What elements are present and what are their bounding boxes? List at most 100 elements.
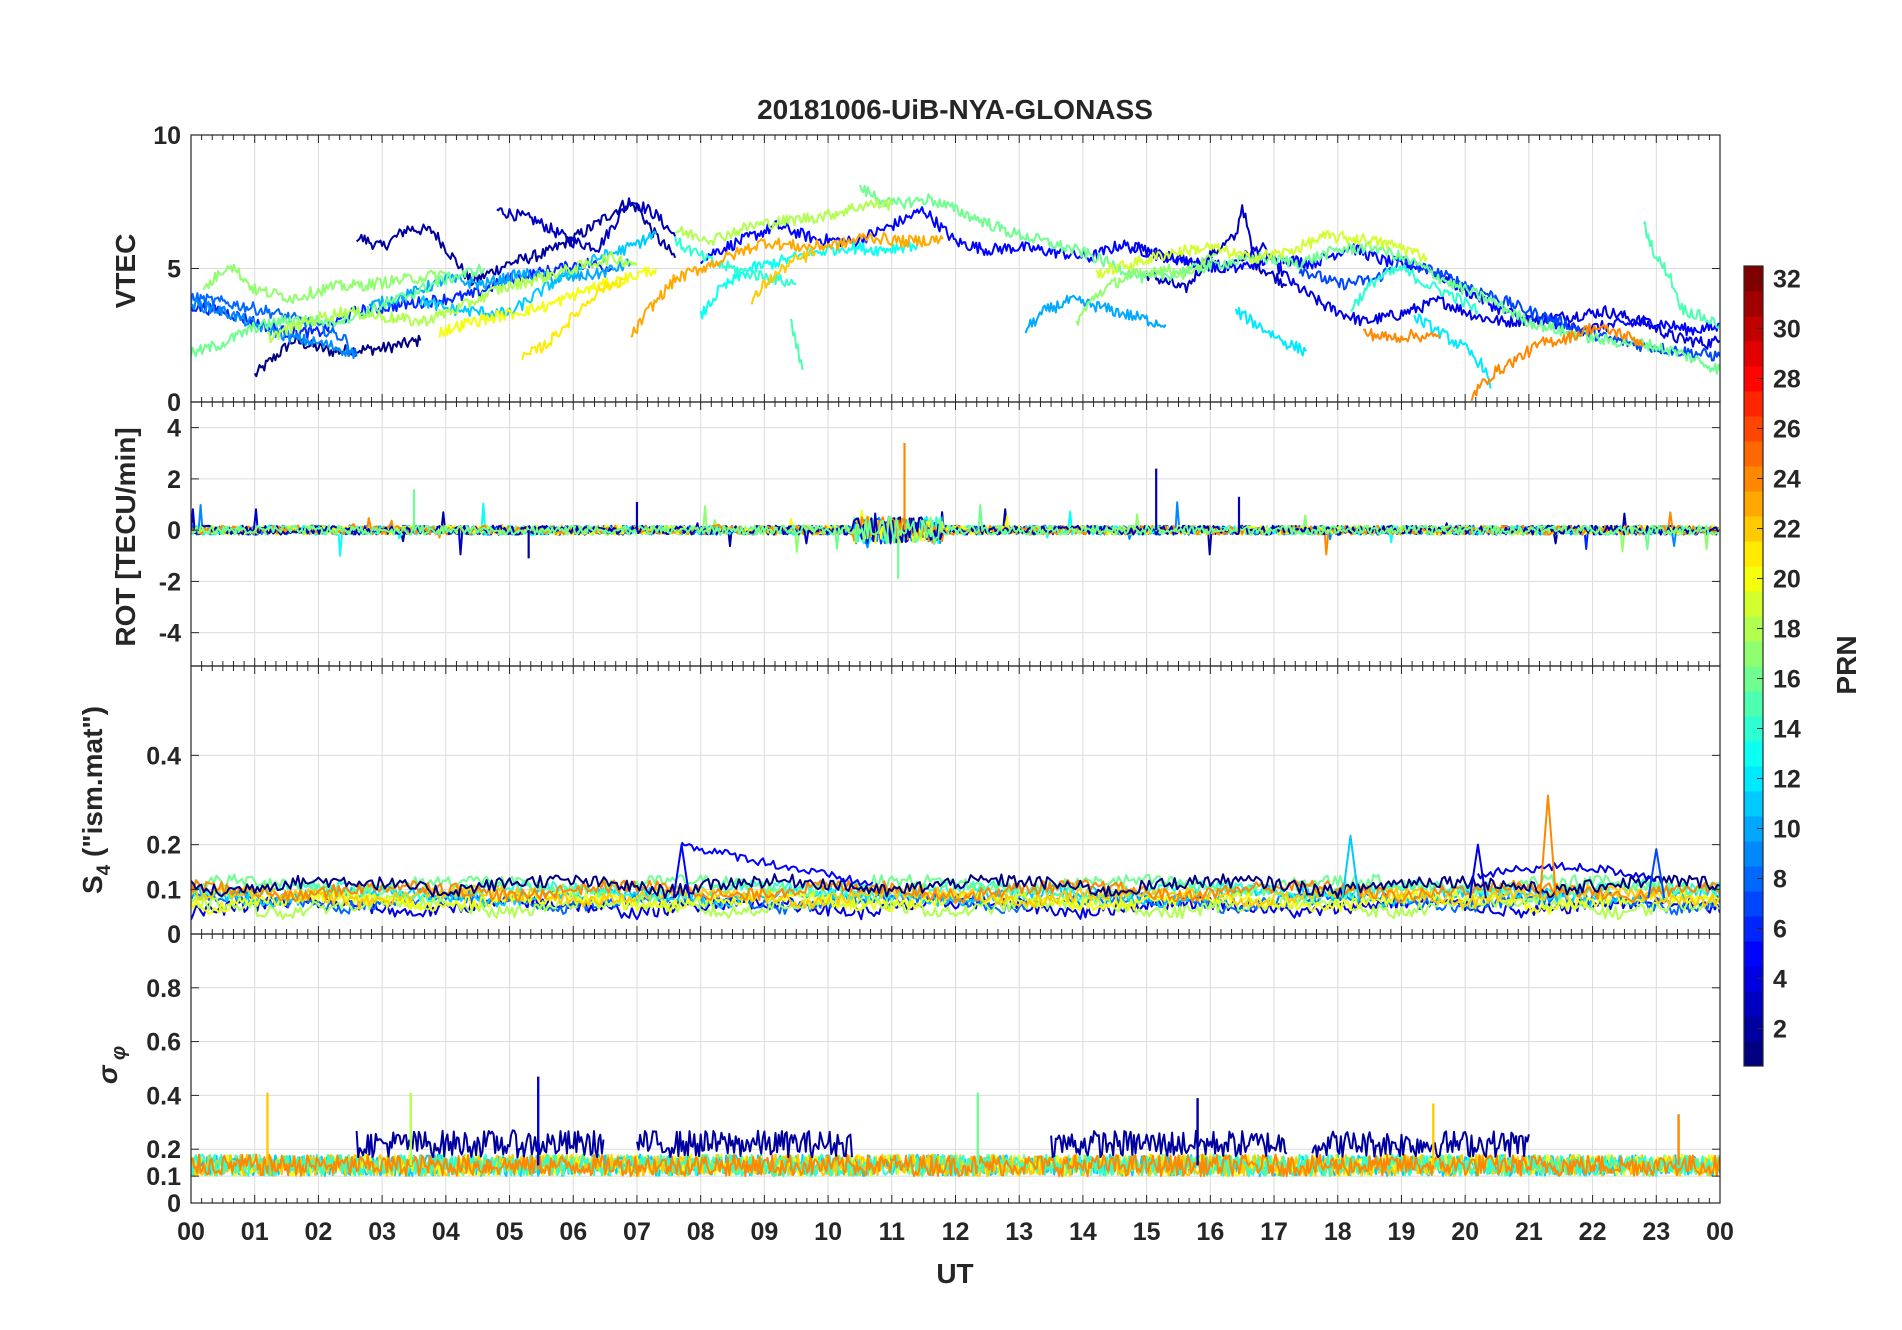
chart-title: 20181006-UiB-NYA-GLONASS xyxy=(757,94,1153,125)
x-tick-label: 01 xyxy=(241,1218,269,1246)
series-group-rot xyxy=(191,443,1720,579)
colorbar-tick-label: 28 xyxy=(1773,366,1801,394)
colorbar-segment xyxy=(1744,441,1763,467)
x-tick-label: 21 xyxy=(1515,1218,1543,1246)
x-tick-label: 20 xyxy=(1451,1218,1479,1246)
vtec-series-prn-24 xyxy=(1470,322,1645,402)
x-tick-label: 23 xyxy=(1642,1218,1670,1246)
vtec-series-prn-3 xyxy=(1145,204,1288,294)
x-tick-label: 09 xyxy=(750,1218,778,1246)
x-tick-label: 19 xyxy=(1388,1218,1416,1246)
x-tick-label: 02 xyxy=(305,1218,333,1246)
vtec-series-prn-9 xyxy=(191,297,357,359)
colorbar-label: PRN xyxy=(1831,635,1862,694)
s4-series-prn-4 xyxy=(1477,861,1657,882)
s4-y-axis-label: S4 ("ism.mat") xyxy=(77,706,115,894)
sigma-phi-series-prn-2 xyxy=(636,1129,853,1159)
x-tick-label: 10 xyxy=(814,1218,842,1246)
y-tick-label: 0.2 xyxy=(146,1136,181,1164)
y-tick-label: -4 xyxy=(159,620,181,648)
vtec-series-prn-1 xyxy=(253,334,422,378)
s4-series-prn-1 xyxy=(191,873,1720,899)
colorbar-tick-label: 22 xyxy=(1773,516,1801,544)
y-tick-label: 0.6 xyxy=(146,1029,181,1057)
x-tick-label: 08 xyxy=(687,1218,715,1246)
s4-series-prn-14 xyxy=(191,878,1720,904)
vtec-series-prn-19 xyxy=(1095,230,1428,279)
colorbar-segment xyxy=(1744,291,1763,317)
vtec-series-prn-14 xyxy=(1350,264,1479,315)
y-tick-label: 0 xyxy=(167,389,181,417)
colorbar-segment xyxy=(1744,916,1763,942)
s4-peak xyxy=(1341,834,1360,899)
colorbar-tick-label: 10 xyxy=(1773,816,1801,844)
series-group-sigma_phi xyxy=(191,1076,1720,1178)
axes-vtec: 0 5 10 xyxy=(153,122,1721,417)
colorbar-tick-label: 32 xyxy=(1773,266,1801,294)
sigma-phi-y-axis-label: σ φ xyxy=(92,1046,130,1084)
vtec-series-prn-2 xyxy=(356,199,677,287)
vtec-series-prn-10 xyxy=(368,258,632,310)
colorbar-segment xyxy=(1744,1016,1763,1042)
vtec-series-prn-22 xyxy=(750,248,817,305)
series-group-vtec xyxy=(191,184,1720,402)
colorbar-tick-label: 14 xyxy=(1773,716,1801,744)
x-tick-label: 05 xyxy=(496,1218,524,1246)
colorbar-segment xyxy=(1744,366,1763,392)
colorbar-segment xyxy=(1744,766,1763,792)
vtec-series-prn-15 xyxy=(789,318,804,371)
colorbar-segment xyxy=(1744,516,1763,542)
colorbar-segment xyxy=(1744,1041,1763,1067)
colorbar-segment xyxy=(1744,416,1763,442)
vtec-series-prn-11 xyxy=(419,230,657,319)
rot-y-axis-label: ROT [TECU/min] xyxy=(110,427,141,646)
axes-s4: 0 0.1 0.2 0.4 xyxy=(146,665,1721,949)
colorbar-tick-label: 20 xyxy=(1773,566,1801,594)
vtec-series-prn-12 xyxy=(1413,313,1492,389)
colorbar-segment xyxy=(1744,566,1763,592)
x-tick-label: 18 xyxy=(1324,1218,1352,1246)
s4-peak xyxy=(672,843,691,899)
colorbar-tick-label: 26 xyxy=(1773,416,1801,444)
s4-series-prn-18 xyxy=(191,894,1720,921)
panel-vtec: VTEC xyxy=(110,234,141,309)
x-tick-label: 00 xyxy=(177,1218,205,1246)
colorbar-segment xyxy=(1744,616,1763,642)
colorbar-tick-label: 18 xyxy=(1773,616,1801,644)
x-tick-label: 12 xyxy=(942,1218,970,1246)
x-tick-label: 16 xyxy=(1196,1218,1224,1246)
colorbar-segment xyxy=(1744,741,1763,767)
vtec-series-prn-8 xyxy=(191,292,358,357)
x-tick-label: 11 xyxy=(879,1218,906,1246)
rot-series-prn-9 xyxy=(191,501,1719,549)
y-tick-label: 0.4 xyxy=(146,742,181,770)
vtec-series-prn-10 xyxy=(1024,294,1167,334)
y-tick-label: -2 xyxy=(159,568,181,596)
colorbar-segment xyxy=(1744,841,1763,867)
vtec-series-prn-16 xyxy=(191,263,486,358)
x-axis-label: UT xyxy=(936,1258,973,1289)
colorbar-segment xyxy=(1744,866,1763,892)
y-tick-label: 0.1 xyxy=(146,876,181,904)
x-tick-labels: 00 01 02 03 04 05 06 07 08 09 10 11 12 13 14 15 16 17 18 19… xyxy=(177,1218,1734,1246)
y-tick-label: 0.8 xyxy=(146,975,181,1003)
colorbar-tick-label: 6 xyxy=(1773,916,1787,944)
colorbar-segment xyxy=(1744,691,1763,717)
vtec-series-prn-18 xyxy=(266,250,638,344)
colorbar-segment xyxy=(1744,991,1763,1017)
y-tick-label: 0 xyxy=(167,517,181,545)
sigma-phi-series-prn-2 xyxy=(1050,1129,1288,1159)
y-tick-label: 0 xyxy=(167,1190,181,1218)
panel-sigma-phi: σ φ xyxy=(92,1046,130,1084)
y-tick-label: 0.1 xyxy=(146,1163,181,1191)
colorbar-tick-label: 12 xyxy=(1773,766,1801,794)
x-tick-label: 13 xyxy=(1005,1218,1033,1246)
panel-rot: ROT [TECU/min] xyxy=(110,427,141,646)
vtec-series-prn-14 xyxy=(674,235,797,287)
colorbar-tick-label: 24 xyxy=(1773,466,1801,494)
vtec-series-prn-24 xyxy=(1362,328,1441,344)
vtec-series-prn-23 xyxy=(630,231,944,338)
